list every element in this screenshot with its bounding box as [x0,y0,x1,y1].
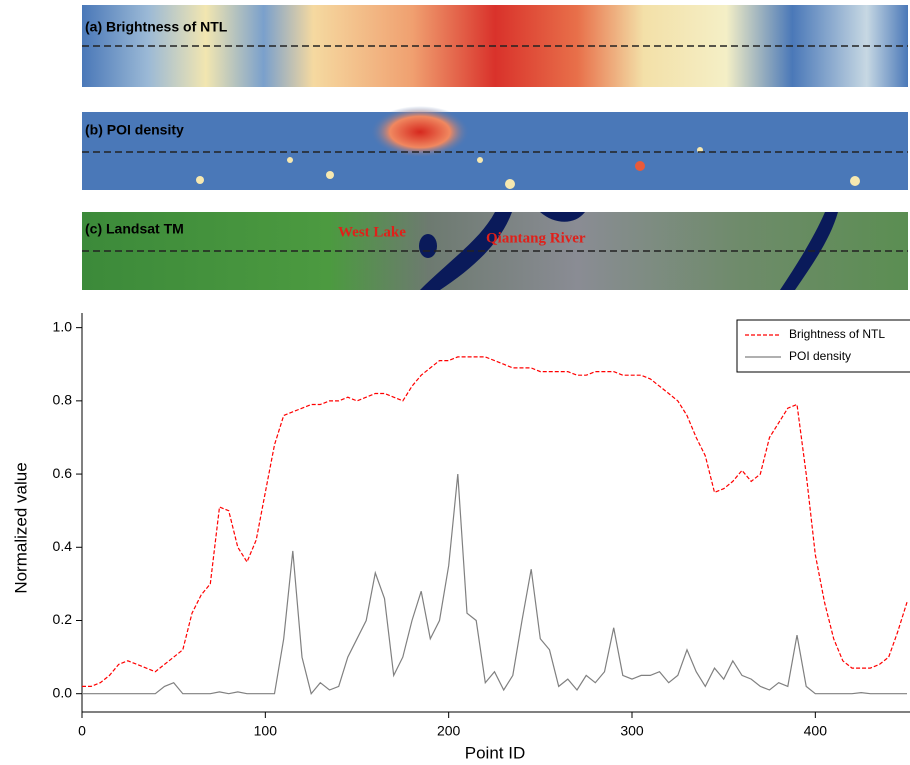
x-tick-label: 300 [620,723,644,739]
figure: (a) Brightness of NTL (b) POI density (c… [0,0,910,765]
poi-image [82,112,908,190]
x-tick-label: 100 [254,723,278,739]
series-line [82,474,907,694]
y-tick-label: 0.6 [53,465,73,481]
lake [419,234,437,258]
x-axis-title: Point ID [465,743,525,762]
x-tick-label: 0 [78,723,86,739]
page: {"panels":[{"label":"(a) Brightness of N… [0,0,910,765]
panel-label: (a) Brightness of NTL [85,19,228,35]
y-tick-label: 0.2 [53,611,73,627]
panel-label: (b) POI density [85,122,184,138]
x-tick-label: 200 [437,723,461,739]
y-tick-label: 0.8 [53,392,73,408]
panel-label: (c) Landsat TM [85,221,184,237]
x-tick-label: 400 [804,723,828,739]
series-line [82,357,907,687]
y-tick-label: 0.4 [53,538,73,554]
y-axis-title: Normalized value [11,462,30,593]
y-tick-label: 0.0 [53,684,73,700]
y-tick-label: 1.0 [53,318,73,334]
legend-label: Brightness of NTL [789,327,885,341]
annotation: West Lake [338,224,406,240]
annotation: Qiantang River [486,230,586,246]
legend-label: POI density [789,349,851,363]
poi-hotspot [370,106,470,158]
